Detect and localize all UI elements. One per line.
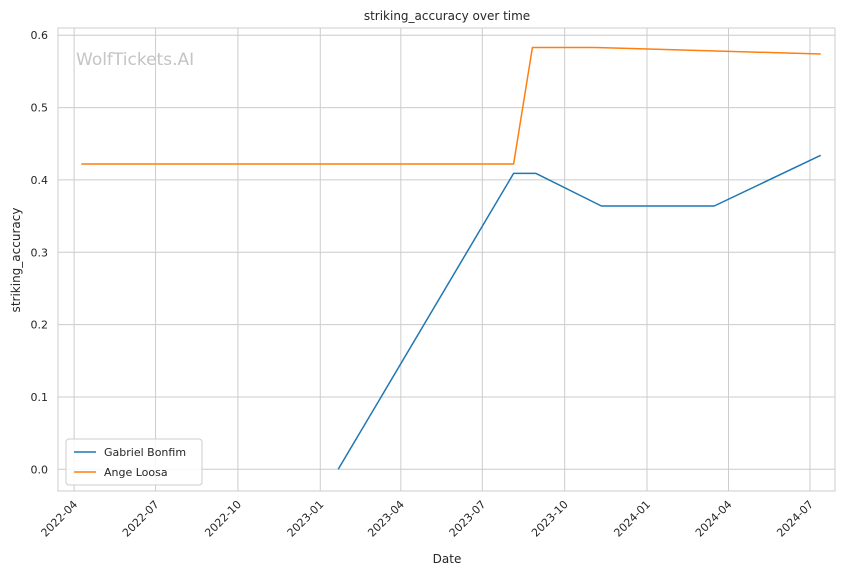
series-line-1 <box>337 154 822 470</box>
y-tick-label: 0.1 <box>31 391 49 404</box>
legend-label: Gabriel Bonfim <box>104 446 186 459</box>
x-tick-label: 2023-10 <box>529 498 571 540</box>
x-tick-label: 2023-04 <box>365 498 407 540</box>
x-tick-label: 2023-01 <box>285 498 327 540</box>
legend-label: Ange Loosa <box>104 466 168 479</box>
x-tick-label: 2024-07 <box>774 498 816 540</box>
y-tick-label: 0.5 <box>31 102 49 115</box>
legend-box <box>65 438 203 486</box>
x-axis-ticks: 2022-04 2022-07 2022-10 2023-01 2023-04 2023-… <box>39 498 817 540</box>
y-tick-label: 0.0 <box>31 463 49 476</box>
x-tick-label: 2022-04 <box>39 498 81 540</box>
x-tick-label: 2022-10 <box>202 498 244 540</box>
legend: Gabriel Bonfim Ange Loosa <box>65 438 203 486</box>
x-tick-label: 2024-04 <box>693 498 735 540</box>
x-tick-label: 2022-07 <box>120 498 162 540</box>
y-tick-label: 0.2 <box>31 319 49 332</box>
x-axis-label: Date <box>433 552 462 566</box>
grid <box>58 28 835 491</box>
plot-frame <box>57 27 836 492</box>
chart-title: striking_accuracy over time <box>364 9 530 23</box>
x-tick-label: 2024-01 <box>611 498 653 540</box>
y-tick-label: 0.3 <box>31 246 49 259</box>
series-line-2 <box>81 46 821 165</box>
y-tick-label: 0.6 <box>31 29 49 42</box>
y-axis-label: striking_accuracy <box>9 208 23 313</box>
x-tick-label: 2023-07 <box>447 498 489 540</box>
watermark: WolfTickets.AI <box>76 50 194 70</box>
series-layer <box>81 46 822 470</box>
y-tick-label: 0.4 <box>31 174 49 187</box>
y-axis-ticks: 0.0 0.1 0.2 0.3 0.4 0.5 0.6 <box>31 29 49 476</box>
